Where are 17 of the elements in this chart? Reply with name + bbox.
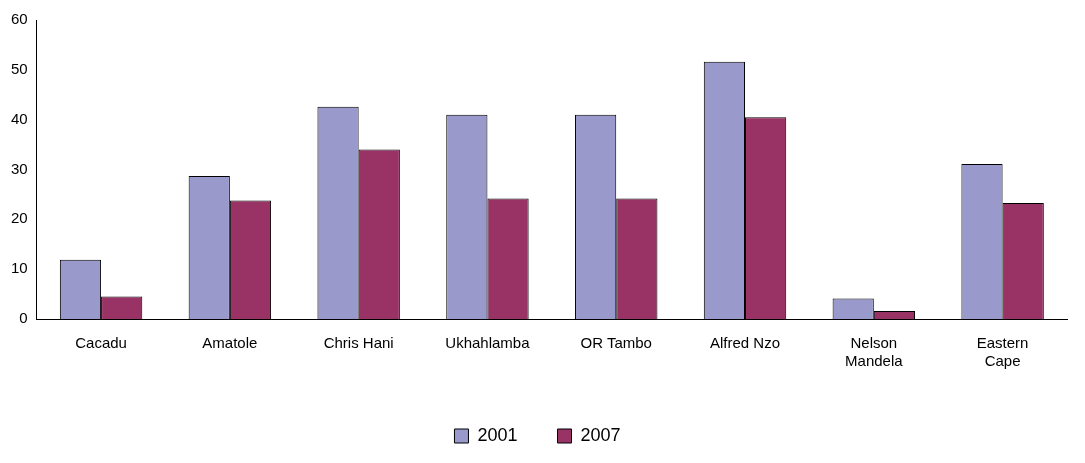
x-tick-label: Eastern Cape	[976, 334, 1029, 370]
y-tick-label: 30	[11, 159, 28, 177]
y-tick-label: 40	[11, 109, 28, 127]
x-tick-label: Cacadu	[75, 334, 127, 352]
y-tick-label: 20	[11, 209, 28, 227]
x-tick-label: Amatole	[202, 334, 258, 352]
x-tick-label: Ukhahlamba	[445, 334, 531, 352]
y-tick-label: 0	[19, 309, 28, 327]
x-tick-label: Alfred Nzo	[710, 334, 781, 352]
legend-label: 2007	[580, 424, 621, 445]
y-tick-label: 60	[11, 10, 28, 28]
x-tick-label: Chris Hani	[323, 334, 394, 352]
y-tick-label: 50	[11, 59, 28, 77]
legend-label: 2001	[477, 424, 518, 445]
x-tick-label: Nelson Mandela	[845, 334, 904, 370]
y-tick-label: 10	[11, 259, 28, 277]
x-tick-label: OR Tambo	[580, 334, 652, 352]
